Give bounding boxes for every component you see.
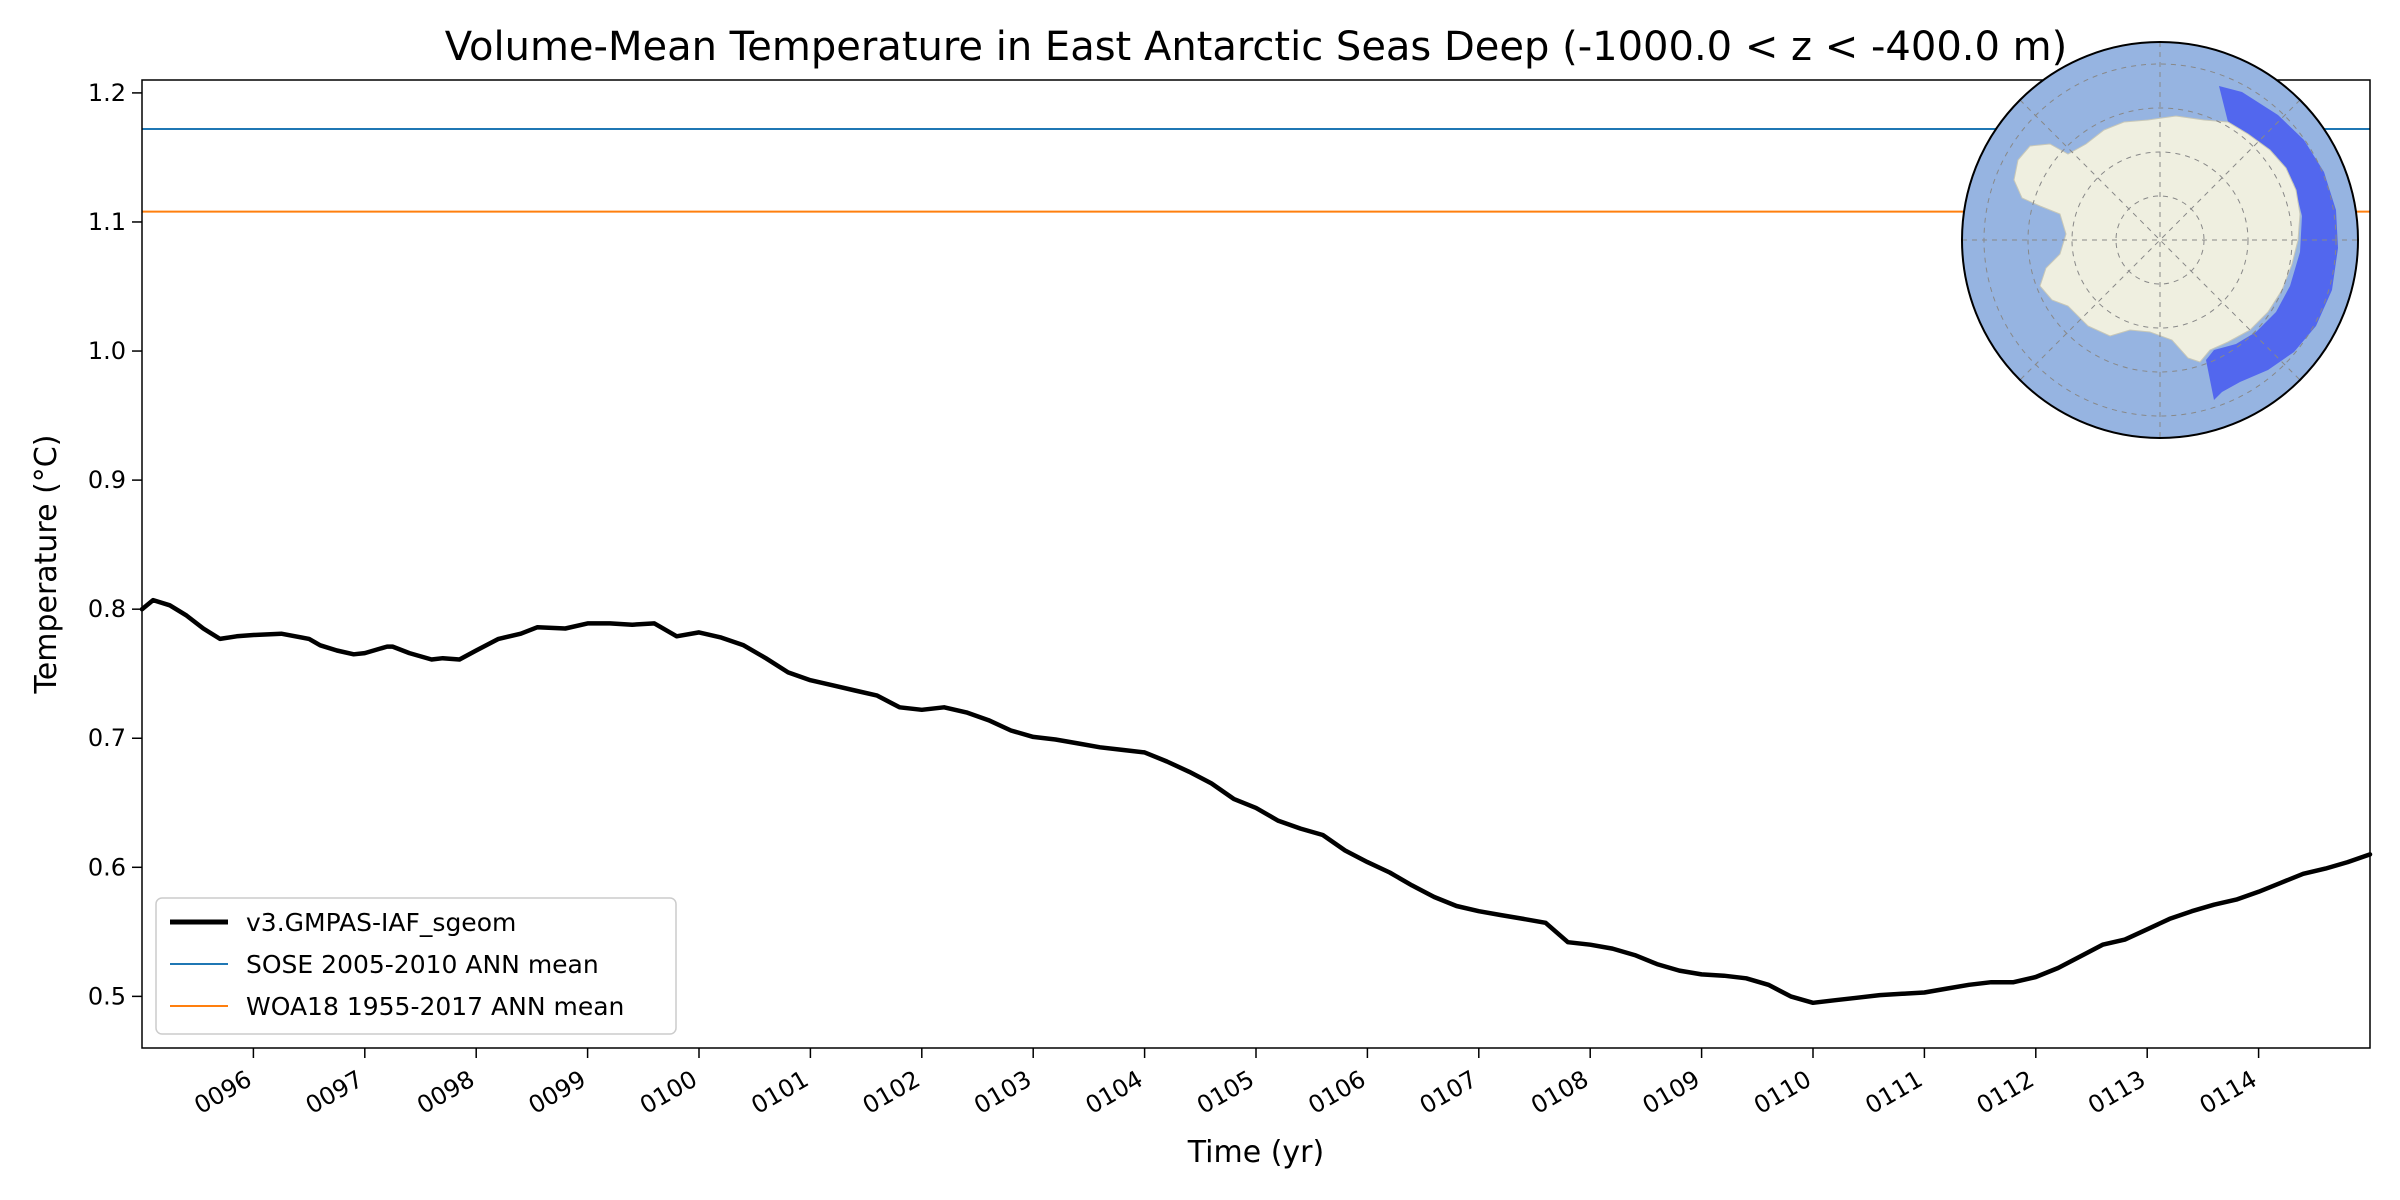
inset-border	[1961, 41, 2359, 439]
inset-east-antarctic-region	[2206, 86, 2338, 400]
inset-graticule	[1962, 42, 2358, 438]
series-line-v3-gmpas-iaf-sgeom	[139, 597, 2373, 1006]
y-tick-label: 1.2	[88, 79, 126, 107]
legend: v3.GMPAS-IAF_sgeom SOSE 2005-2010 ANN mea…	[155, 897, 677, 1035]
y-tick-label: 1.0	[88, 337, 126, 365]
legend-label-sose-2005-2010-ann-mean: SOSE 2005-2010 ANN mean	[246, 950, 599, 979]
y-tick-label: 0.5	[88, 982, 126, 1010]
x-axis-label: Time (yr)	[1187, 1135, 1324, 1170]
chart-title: Volume-Mean Temperature in East Antarcti…	[445, 24, 2067, 70]
inset-antarctica-land	[2013, 115, 2301, 363]
y-tick-label: 0.7	[88, 724, 126, 752]
y-tick-label: 0.9	[88, 466, 126, 494]
y-tick-label: 1.1	[88, 208, 126, 236]
y-axis-label: Temperature (°C)	[29, 435, 64, 695]
legend-label-woa18-1955-2017-ann-mean: WOA18 1955-2017 ANN mean	[246, 992, 624, 1021]
y-tick-label: 0.8	[88, 595, 126, 623]
legend-items: v3.GMPAS-IAF_sgeom SOSE 2005-2010 ANN mea…	[170, 908, 624, 1021]
legend-label-v3-gmpas-iaf-sgeom: v3.GMPAS-IAF_sgeom	[246, 908, 516, 937]
inset-map	[1961, 41, 2359, 439]
y-axis-ticks: 0.5 0.6 0.7 0.8 0.9 1.0 1.1 1.2	[88, 79, 142, 1010]
y-tick-label: 0.6	[88, 853, 126, 881]
legend-box	[155, 897, 677, 1035]
